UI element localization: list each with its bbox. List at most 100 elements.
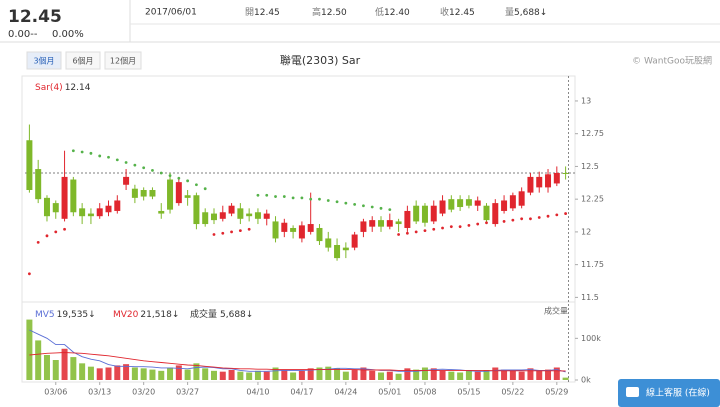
- candle-body: [545, 174, 552, 188]
- candle-body: [79, 208, 86, 217]
- candle-body: [378, 220, 385, 227]
- sar-dot: [27, 272, 31, 276]
- tab[interactable]: [104, 51, 142, 70]
- volume-bar: [263, 371, 270, 380]
- x-tick-label: 05/22: [501, 388, 524, 397]
- x-tick-label: 05/08: [413, 388, 436, 397]
- tab-label[interactable]: 3個月: [33, 56, 54, 66]
- sar-dot: [36, 240, 40, 244]
- sar-dot: [467, 223, 471, 227]
- sar-dot: [247, 227, 251, 231]
- plot-frame: [21, 75, 576, 383]
- candle-body: [131, 188, 138, 198]
- chat-button[interactable]: [618, 379, 720, 407]
- sar-dot: [274, 195, 277, 198]
- x-tick-label: 04/24: [334, 388, 357, 397]
- quote-field: 開12.45: [245, 7, 280, 18]
- sar-dot: [291, 196, 295, 200]
- y-tick-label: 12: [581, 227, 591, 236]
- tab-label[interactable]: 12個月: [110, 56, 136, 66]
- candle-body: [228, 205, 235, 214]
- sar-dot: [405, 231, 409, 235]
- volume-bar: [527, 368, 534, 380]
- sar-dot: [318, 197, 321, 201]
- candle-body: [527, 176, 534, 193]
- sar-dot: [370, 205, 374, 209]
- sar-dot: [177, 176, 181, 180]
- sar-dot: [115, 158, 119, 162]
- sar-dot: [476, 222, 480, 226]
- field-label: 收: [440, 6, 449, 18]
- volume-bar: [509, 370, 516, 380]
- tab-label[interactable]: 6個月: [72, 56, 93, 66]
- quote-field: 高12.50: [312, 6, 347, 18]
- candle-body: [369, 220, 376, 227]
- sar-dot: [388, 208, 392, 212]
- copyright: © WantGoo玩股網: [632, 55, 712, 67]
- volume-bar: [369, 370, 376, 380]
- chat-label[interactable]: 線上客服 (在線): [646, 387, 710, 399]
- candle-body: [386, 220, 393, 227]
- candle-body: [421, 205, 428, 223]
- sar-dot: [238, 229, 242, 232]
- candle-body: [439, 200, 446, 214]
- sar-dot: [221, 231, 225, 235]
- sar-dot: [414, 230, 418, 234]
- sar-dot: [300, 196, 304, 200]
- sar-dot: [133, 163, 137, 167]
- candle-body: [43, 197, 50, 217]
- candle-body: [457, 199, 464, 208]
- candle-body: [114, 200, 121, 211]
- volume-bar: [43, 355, 50, 380]
- sar-dot: [203, 187, 207, 191]
- sar-dot: [71, 149, 75, 153]
- sar-dot: [432, 227, 436, 231]
- field-value: 12.45: [449, 8, 475, 18]
- sar-dot: [423, 229, 427, 232]
- candle-body: [536, 176, 543, 188]
- candle-body: [298, 225, 305, 239]
- candle-body: [87, 213, 94, 217]
- tab[interactable]: [65, 51, 101, 70]
- candle-body: [123, 176, 130, 185]
- candle-body: [360, 221, 367, 232]
- field-value: 12.50: [321, 8, 347, 18]
- volume-bar: [448, 371, 455, 380]
- sar-dot: [282, 195, 286, 198]
- volume-bar: [96, 368, 103, 380]
- candle-body: [202, 212, 209, 225]
- volume-bar: [430, 368, 437, 380]
- sar-dot: [124, 161, 128, 164]
- sar-dot: [80, 150, 84, 154]
- price: 12.45: [8, 7, 62, 27]
- sar-dot: [195, 183, 198, 187]
- quote-fields: 開12.45 高12.50 低12.40 收12.45 量5,688↓: [245, 6, 547, 18]
- sar-dot: [159, 171, 163, 175]
- sar-dot: [458, 225, 462, 229]
- sar-dot: [89, 151, 93, 155]
- candle-body: [518, 191, 525, 206]
- candle-body: [448, 199, 455, 210]
- candle-body: [492, 203, 499, 225]
- tab[interactable]: [26, 51, 62, 70]
- volume-bar: [545, 369, 552, 380]
- volume-bar: [79, 363, 86, 380]
- volume-bar: [184, 369, 191, 380]
- volume-bar: [474, 371, 481, 380]
- sar-legend: Sar(4) 12.14: [35, 83, 91, 93]
- volume-bar: [325, 366, 332, 380]
- sar-dot: [546, 214, 550, 218]
- volume-bar: [386, 371, 393, 380]
- y-tick-label: 13: [581, 96, 591, 105]
- volume-bar: [378, 372, 385, 380]
- volume-bar: [281, 369, 288, 380]
- quote-field: 收12.45: [440, 6, 475, 18]
- x-tick-label: 03/13: [88, 388, 111, 397]
- volume-bar: [70, 357, 77, 380]
- sar-dot: [529, 217, 532, 221]
- sar-dot: [537, 216, 541, 219]
- sar-dot: [344, 201, 348, 205]
- field-label: 開: [245, 7, 254, 18]
